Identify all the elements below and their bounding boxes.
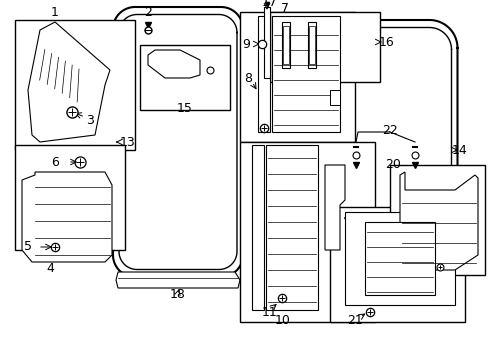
Text: 8: 8 <box>244 72 251 85</box>
Polygon shape <box>265 145 317 310</box>
Polygon shape <box>28 22 110 142</box>
Polygon shape <box>264 7 269 78</box>
Bar <box>140 45 229 110</box>
Polygon shape <box>345 212 454 305</box>
Text: 20: 20 <box>384 158 400 171</box>
Polygon shape <box>22 172 112 262</box>
Polygon shape <box>308 26 314 64</box>
Polygon shape <box>307 22 315 68</box>
Polygon shape <box>399 172 477 270</box>
Text: 17: 17 <box>262 0 277 9</box>
Bar <box>240 12 354 142</box>
Text: 10: 10 <box>274 314 290 327</box>
Polygon shape <box>282 22 289 68</box>
Bar <box>329 207 464 322</box>
Text: 21: 21 <box>346 314 362 327</box>
Polygon shape <box>283 26 288 64</box>
Text: 4: 4 <box>46 261 54 274</box>
Text: 5: 5 <box>24 240 32 253</box>
Text: 15: 15 <box>177 102 193 114</box>
Text: 18: 18 <box>170 288 185 302</box>
Polygon shape <box>271 16 339 132</box>
Text: 6: 6 <box>51 156 59 168</box>
Polygon shape <box>325 165 345 250</box>
Text: 19: 19 <box>451 248 467 261</box>
Text: 1: 1 <box>51 5 59 18</box>
Bar <box>240 142 374 322</box>
Text: 9: 9 <box>242 37 249 50</box>
Text: 3: 3 <box>86 113 94 126</box>
Bar <box>15 145 125 250</box>
Text: 12: 12 <box>346 224 362 237</box>
Polygon shape <box>148 50 200 78</box>
Text: 16: 16 <box>378 36 394 49</box>
Text: 11: 11 <box>262 306 277 319</box>
Text: 22: 22 <box>381 123 397 136</box>
Text: 7: 7 <box>281 1 288 14</box>
Bar <box>15 20 135 150</box>
Text: 14: 14 <box>451 144 467 157</box>
Polygon shape <box>251 145 264 310</box>
Text: 13: 13 <box>120 135 136 148</box>
Polygon shape <box>364 222 434 295</box>
Polygon shape <box>329 90 339 105</box>
Text: 2: 2 <box>144 5 152 18</box>
Bar <box>389 165 484 275</box>
Polygon shape <box>116 272 240 288</box>
Polygon shape <box>258 16 269 132</box>
Bar <box>269 12 379 82</box>
